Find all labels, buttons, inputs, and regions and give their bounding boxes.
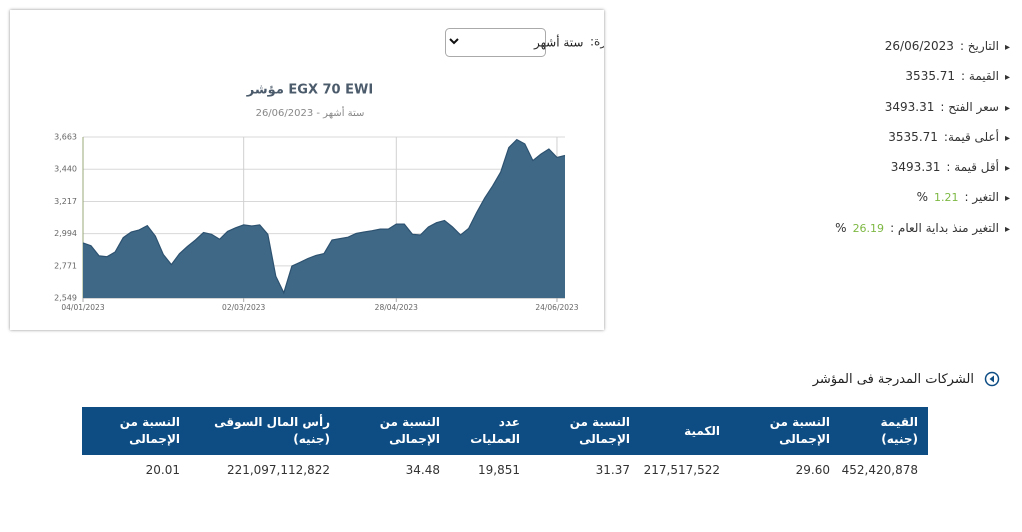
column-header: النسبة من الإجمالى — [730, 407, 840, 455]
summary-label: أعلى قيمة: — [943, 129, 999, 144]
summary-unit: % — [835, 220, 847, 235]
table-row: 452,420,878 29.60 217,517,522 31.37 19,851 34… — [82, 455, 928, 477]
summary-value: 3493.31 — [890, 160, 941, 175]
summary-value: 3535.71 — [888, 129, 938, 144]
column-header: القيمة (جنيه) — [840, 407, 928, 455]
bullet: ▸ — [1004, 42, 1010, 53]
summary-item: ▸ التغير : 1.21% — [835, 187, 1010, 217]
column-header-text: القيمة (جنيه) — [880, 415, 918, 446]
section-header[interactable]: الشركات المدرجة فى المؤشر — [813, 371, 1000, 387]
period-select[interactable] — [445, 28, 546, 57]
table-header: القيمة (جنيه) النسبة من الإجمالى الكمية الن… — [82, 407, 928, 455]
bullet: ▸ — [1004, 193, 1010, 205]
table-cell: 19,851 — [478, 463, 520, 477]
column-header: النسبة من الإجمالى — [530, 407, 640, 455]
summary-item: ▸ التغير منذ بداية العام : 26.19% — [835, 218, 1010, 248]
x-tick-label: 04/01/2023 — [61, 303, 104, 312]
summary-item: ▸ أعلى قيمة: 3535.71 — [835, 127, 1010, 157]
table-cell: 217,517,522 — [643, 463, 720, 477]
summary-item: ▸ التاريخ : 26/06/2023 — [835, 36, 1010, 66]
summary-value: 1.21 — [933, 191, 959, 205]
summary-list: ▸ التاريخ : 26/06/2023 ▸ القيمة : 3535.71 ▸ سعر… — [835, 36, 1010, 248]
column-header: النسبة من الإجمالى — [82, 407, 190, 455]
select-chevron[interactable] — [449, 38, 459, 45]
column-header-text: النسبة من الإجمالى — [769, 415, 830, 446]
summary-label: التغير منذ بداية العام : — [890, 220, 999, 235]
summary-value: 26.19 — [852, 221, 885, 235]
x-tick-label: 24/06/2023 — [535, 303, 578, 312]
summary-unit: % — [916, 190, 928, 205]
table-cell: 221,097,112,822 — [226, 463, 330, 477]
table-body: 452,420,878 29.60 217,517,522 31.37 19,851 34… — [82, 455, 928, 477]
y-tick-label: 3,440 — [54, 165, 77, 174]
bullet: ▸ — [1004, 72, 1010, 84]
section-title: الشركات المدرجة فى المؤشر — [812, 371, 974, 387]
chart-title: مؤشر EGX 70 EWI — [246, 83, 373, 98]
period-select-value[interactable]: ستة أشهر — [533, 35, 583, 51]
table-cell: 31.37 — [595, 463, 630, 477]
section-icon[interactable] — [984, 371, 1000, 387]
column-header-text: النسبة من الإجمالى — [569, 415, 630, 446]
summary-label: التغير : — [964, 190, 999, 205]
companies-table: القيمة (جنيه) النسبة من الإجمالى الكمية الن… — [82, 407, 928, 477]
table-cell: 20.01 — [145, 463, 180, 477]
column-header-text: النسبة من الإجمالى — [119, 415, 180, 446]
bullet: ▸ — [1004, 102, 1010, 114]
y-tick-label: 2,549 — [54, 294, 77, 303]
chart: الفترة: ستة أشهر مؤشر EGX 70 EWI ستة أشه… — [54, 28, 624, 312]
summary-label: القيمة : — [961, 69, 999, 84]
summary-value: 3535.71 — [905, 69, 956, 84]
x-tick-label: 02/03/2023 — [222, 303, 265, 312]
bullet: ▸ — [1004, 132, 1010, 144]
chart-subtitle: ستة أشهر - 26/06/2023 — [256, 106, 365, 119]
summary-value: 26/06/2023 — [884, 39, 954, 53]
summary-item: ▸ القيمة : 3535.71 — [835, 66, 1010, 96]
column-header: عدد العمليات — [450, 407, 530, 455]
column-header-text: النسبة من الإجمالى — [379, 415, 440, 446]
summary-label: سعر الفتح : — [940, 99, 999, 114]
filter-label: الفترة: — [590, 35, 604, 50]
summary-label: أقل قيمة : — [946, 160, 999, 175]
y-tick-label: 2,771 — [54, 261, 77, 270]
column-header-text: عدد العمليات — [470, 415, 520, 446]
y-tick-label: 3,663 — [54, 133, 77, 142]
summary-label: التاريخ : — [959, 39, 999, 53]
table-cell: 34.48 — [405, 463, 440, 477]
summary-item: ▸ سعر الفتح : 3493.31 — [835, 97, 1010, 127]
y-tick-label: 3,217 — [54, 197, 77, 206]
column-header-text: رأس المال السوقى (جنيه) — [214, 415, 330, 446]
area — [83, 139, 565, 298]
x-tick-label: 28/04/2023 — [375, 303, 418, 312]
column-header: النسبة من الإجمالى — [340, 407, 450, 455]
bullet: ▸ — [1004, 223, 1010, 235]
column-header: الكمية — [640, 407, 730, 455]
bullet: ▸ — [1004, 163, 1010, 175]
column-header: رأس المال السوقى (جنيه) — [190, 407, 340, 455]
table-cell: 29.60 — [795, 463, 830, 477]
summary-item: ▸ أقل قيمة : 3493.31 — [835, 157, 1010, 187]
summary-value: 3493.31 — [884, 99, 935, 114]
column-header-text: الكمية — [684, 423, 720, 438]
area-line — [82, 138, 566, 295]
y-tick-label: 2,994 — [54, 229, 77, 238]
chart-panel: الفترة: ستة أشهر مؤشر EGX 70 EWI ستة أشه… — [10, 10, 624, 330]
table-cell: 452,420,878 — [841, 463, 918, 477]
